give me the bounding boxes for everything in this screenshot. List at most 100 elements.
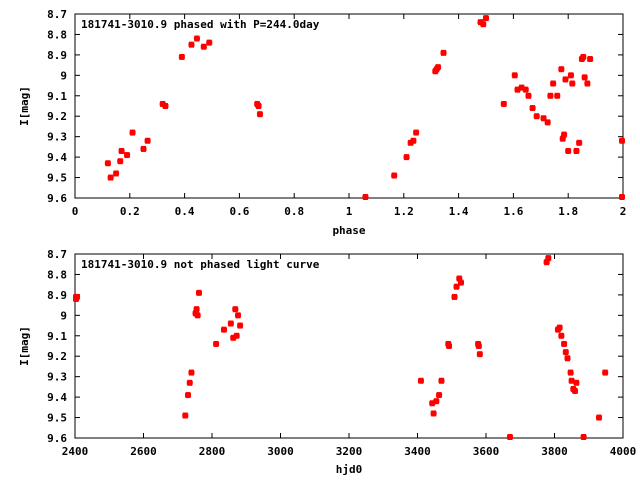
data-point-cross xyxy=(124,153,131,158)
data-point-cross xyxy=(544,120,551,125)
data-point-cross xyxy=(255,104,262,108)
data-point-cross xyxy=(117,159,124,164)
x-tick-label: 2800 xyxy=(199,445,226,458)
data-point-cross xyxy=(188,370,195,375)
data-point-cross xyxy=(550,81,557,86)
chart-title: 181741-3010.9 phased with P=244.0day xyxy=(81,18,320,31)
data-point-cross xyxy=(596,415,603,420)
y-tick-label: 9.2 xyxy=(47,110,67,123)
data-point-cross xyxy=(213,341,220,346)
data-point-cross xyxy=(500,101,507,106)
y-tick-label: 9.2 xyxy=(47,350,67,363)
data-point-cross xyxy=(430,411,437,416)
x-tick-label: 0.6 xyxy=(229,205,249,218)
data-point-cross xyxy=(619,138,625,143)
data-point-cross xyxy=(451,294,458,299)
y-tick-label: 9.1 xyxy=(47,330,67,343)
y-tick-label: 8.7 xyxy=(47,248,67,261)
data-point-cross xyxy=(413,130,420,135)
data-point-cross xyxy=(565,148,572,153)
plot-area-frame xyxy=(74,253,624,439)
chart-title: 181741-3010.9 not phased light curve xyxy=(81,258,320,271)
data-point-cross xyxy=(118,148,125,153)
data-point-cross xyxy=(561,132,568,137)
data-point-cross xyxy=(140,146,147,151)
x-tick-label: 1.8 xyxy=(558,205,578,218)
y-tick-label: 9.5 xyxy=(47,172,67,185)
data-point-cross xyxy=(476,352,483,357)
y-axis-ticks: 8.7 8.8 8.9 9 9.1 9.2 9.3 9.4 9.5 9.6 xyxy=(47,8,623,205)
x-tick-label: 0.4 xyxy=(175,205,195,218)
data-point-cross xyxy=(74,294,81,299)
data-point-cross xyxy=(193,36,200,41)
y-tick-label: 9.6 xyxy=(47,432,67,445)
plot-area-frame xyxy=(74,13,624,199)
y-axis-title: I[mag] xyxy=(18,326,31,366)
data-point-cross xyxy=(407,140,414,145)
data-point-cross xyxy=(569,81,576,86)
y-tick-label: 8.9 xyxy=(47,49,67,62)
data-point-cross xyxy=(256,112,263,117)
data-point-cross xyxy=(417,378,424,383)
data-point-cross xyxy=(436,393,443,398)
data-point-cross xyxy=(562,77,569,82)
y-tick-label: 9.5 xyxy=(47,412,67,425)
data-point-cross xyxy=(237,323,244,328)
data-point-cross xyxy=(403,155,410,160)
data-point-cross xyxy=(568,378,575,383)
data-point-cross xyxy=(558,333,565,338)
y-axis-title: I[mag] xyxy=(18,86,31,126)
y-tick-label: 9.3 xyxy=(47,131,67,144)
x-tick-label: 3600 xyxy=(473,445,500,458)
data-point-cross xyxy=(525,93,532,98)
data-point-cross xyxy=(562,350,569,355)
data-point-cross xyxy=(182,413,189,418)
x-tick-label: 0.2 xyxy=(120,205,140,218)
data-point-cross xyxy=(587,56,594,61)
data-point-cross xyxy=(558,67,565,72)
data-point-cross xyxy=(545,256,552,261)
x-tick-label: 3800 xyxy=(541,445,568,458)
data-point-cross xyxy=(194,313,201,318)
y-tick-label: 9.3 xyxy=(47,371,67,384)
data-point-cross xyxy=(567,370,574,375)
data-point-cross xyxy=(235,313,242,318)
data-point-cross xyxy=(547,93,554,98)
data-point-cross xyxy=(457,280,464,285)
y-tick-label: 8.7 xyxy=(47,8,67,21)
data-point-cross xyxy=(543,260,550,265)
data-point-cross xyxy=(559,136,566,141)
data-point-cross xyxy=(567,73,574,78)
data-point-cross xyxy=(554,93,561,98)
data-point-cross xyxy=(556,325,563,330)
data-point-cross xyxy=(230,335,237,340)
data-point-cross xyxy=(429,401,436,406)
x-tick-label: 0 xyxy=(72,205,79,218)
data-point-cross xyxy=(564,356,571,361)
y-tick-label: 9 xyxy=(60,69,67,82)
data-point-cross xyxy=(529,106,536,111)
data-point-cross xyxy=(584,81,591,86)
data-point-cross xyxy=(107,175,114,180)
data-point-cross xyxy=(188,42,195,47)
data-point-cross xyxy=(511,73,518,78)
data-point-cross xyxy=(435,65,442,70)
x-tick-label: 3200 xyxy=(336,445,363,458)
x-tick-label: 1.6 xyxy=(503,205,523,218)
data-point-cross xyxy=(178,54,185,59)
x-tick-label: 1 xyxy=(346,205,353,218)
data-point-cross xyxy=(193,307,200,312)
x-axis-title: phase xyxy=(332,224,365,237)
data-point-cross xyxy=(186,380,193,385)
data-point-cross xyxy=(619,195,625,199)
data-point-cross xyxy=(391,173,398,178)
y-tick-label: 9.4 xyxy=(47,151,67,164)
data-point-cross xyxy=(522,87,529,92)
x-tick-label: 3000 xyxy=(267,445,294,458)
x-tick-label: 2 xyxy=(620,205,627,218)
data-point-cross xyxy=(129,130,136,135)
data-point-cross xyxy=(206,40,213,45)
phased-light-curve-panel: 0 0.2 0.4 0.6 0.8 1 1.2 1.4 1.6 1.8 2 8.7 8.8 8.9 9 9.… xyxy=(18,8,626,237)
x-axis-ticks: 0 0.2 0.4 0.6 0.8 1 1.2 1.4 1.6 1.8 2 xyxy=(72,14,627,218)
